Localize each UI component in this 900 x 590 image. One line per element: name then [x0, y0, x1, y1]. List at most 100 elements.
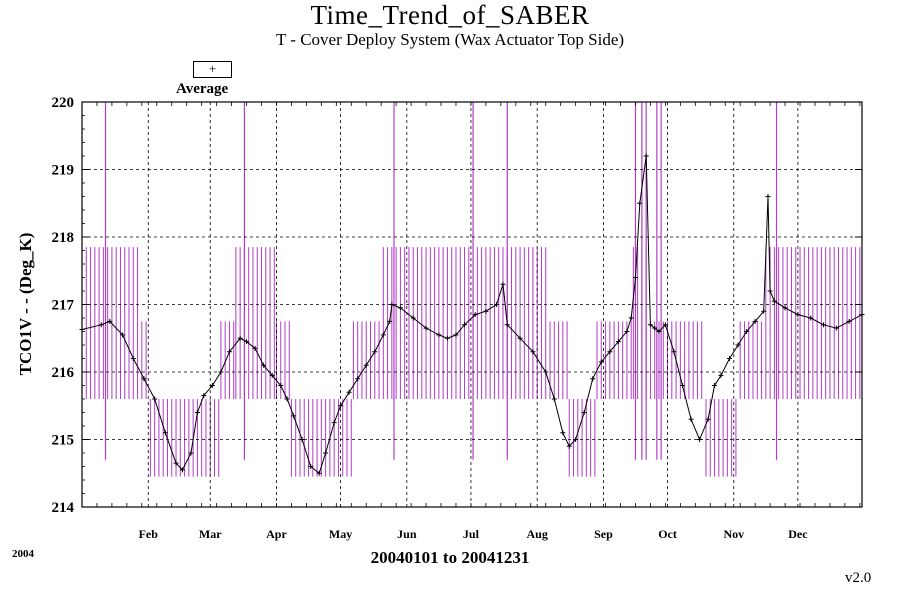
x-tick-label: Mar [199, 527, 222, 541]
average-point [284, 396, 290, 402]
average-point [795, 312, 801, 318]
average-point [821, 322, 827, 328]
average-point [767, 288, 773, 294]
x-tick-label: Feb [139, 527, 159, 541]
chart-title: Time_Trend_of_SABER [310, 0, 590, 30]
average-point [566, 443, 572, 449]
average-point [120, 332, 126, 338]
average-point [782, 305, 788, 311]
average-point [462, 322, 468, 328]
y-tick-label: 215 [52, 433, 75, 449]
average-point [744, 329, 750, 334]
average-point [237, 335, 243, 341]
average-point [323, 450, 329, 456]
average-point [697, 437, 703, 442]
average-point [98, 322, 104, 328]
average-point [727, 356, 733, 361]
average-point [530, 349, 536, 355]
average-point [380, 332, 386, 338]
average-point [173, 460, 179, 466]
average-point [628, 315, 634, 321]
average-point [590, 376, 596, 382]
x-tick-label: Aug [527, 527, 548, 541]
average-point [607, 349, 613, 355]
x-tick-label: Apr [266, 527, 287, 541]
y-tick-label: 220 [52, 95, 75, 111]
average-point [269, 372, 275, 378]
average-point [107, 318, 113, 324]
year-label: 2004 [12, 548, 34, 560]
average-point [423, 325, 429, 331]
average-point [188, 450, 194, 456]
average-point [637, 200, 643, 206]
average-point [833, 325, 839, 331]
average-point [765, 194, 771, 199]
average-point [355, 376, 361, 382]
average-point [389, 302, 395, 307]
average-point [152, 396, 158, 402]
average-point [656, 329, 662, 334]
average-point [194, 410, 200, 415]
average-point [252, 345, 258, 351]
average-point [846, 318, 852, 324]
x-axis-label: 20040101 to 20041231 [370, 548, 530, 567]
y-tick-label: 217 [52, 298, 75, 314]
average-point [363, 362, 369, 368]
x-tick-label: Oct [658, 527, 677, 541]
average-point [504, 322, 510, 328]
average-point [517, 335, 523, 341]
average-point [761, 308, 767, 314]
average-point [624, 329, 630, 334]
average-point [278, 383, 284, 388]
average-point [688, 416, 694, 422]
average-point [581, 410, 587, 415]
average-point [712, 383, 718, 388]
x-tick-label: Dec [788, 527, 808, 541]
average-line [81, 155, 863, 475]
average-point [643, 153, 649, 159]
average-point [338, 403, 344, 409]
average-point [735, 342, 741, 348]
average-point [387, 318, 393, 324]
x-tick-label: Nov [723, 527, 744, 541]
average-point [598, 359, 604, 365]
average-point [444, 335, 450, 341]
average-point [346, 389, 352, 395]
average-point [551, 396, 557, 402]
average-point [141, 376, 147, 382]
y-tick-label: 218 [52, 230, 75, 246]
legend-label: Average [176, 81, 229, 97]
average-point [771, 298, 777, 304]
average-point [209, 383, 215, 388]
x-tick-label: Jul [463, 527, 480, 541]
average-point [331, 420, 337, 426]
y-tick-label: 219 [52, 163, 75, 179]
average-point [483, 308, 489, 314]
average-point [397, 305, 403, 311]
average-point [201, 393, 207, 399]
average-point [647, 322, 653, 328]
average-point [162, 430, 168, 436]
average-point [453, 332, 459, 338]
average-point [372, 349, 378, 355]
x-tick-label: Jun [397, 527, 417, 541]
x-tick-label: May [329, 527, 352, 541]
average-point [244, 339, 250, 345]
y-tick-label: 214 [52, 500, 75, 516]
average-point [718, 372, 724, 378]
average-point [291, 413, 297, 419]
average-point [500, 281, 506, 287]
average-point [261, 362, 267, 368]
average-point [179, 467, 185, 473]
x-tick-label: Sep [594, 527, 613, 541]
average-point [662, 322, 668, 328]
average-point [410, 315, 416, 321]
average-point [299, 437, 305, 442]
average-point [808, 315, 814, 321]
legend-symbol: + [193, 61, 232, 78]
average-point [671, 349, 677, 355]
average-point [494, 302, 500, 307]
average-point [705, 416, 711, 422]
average-point [308, 464, 314, 469]
